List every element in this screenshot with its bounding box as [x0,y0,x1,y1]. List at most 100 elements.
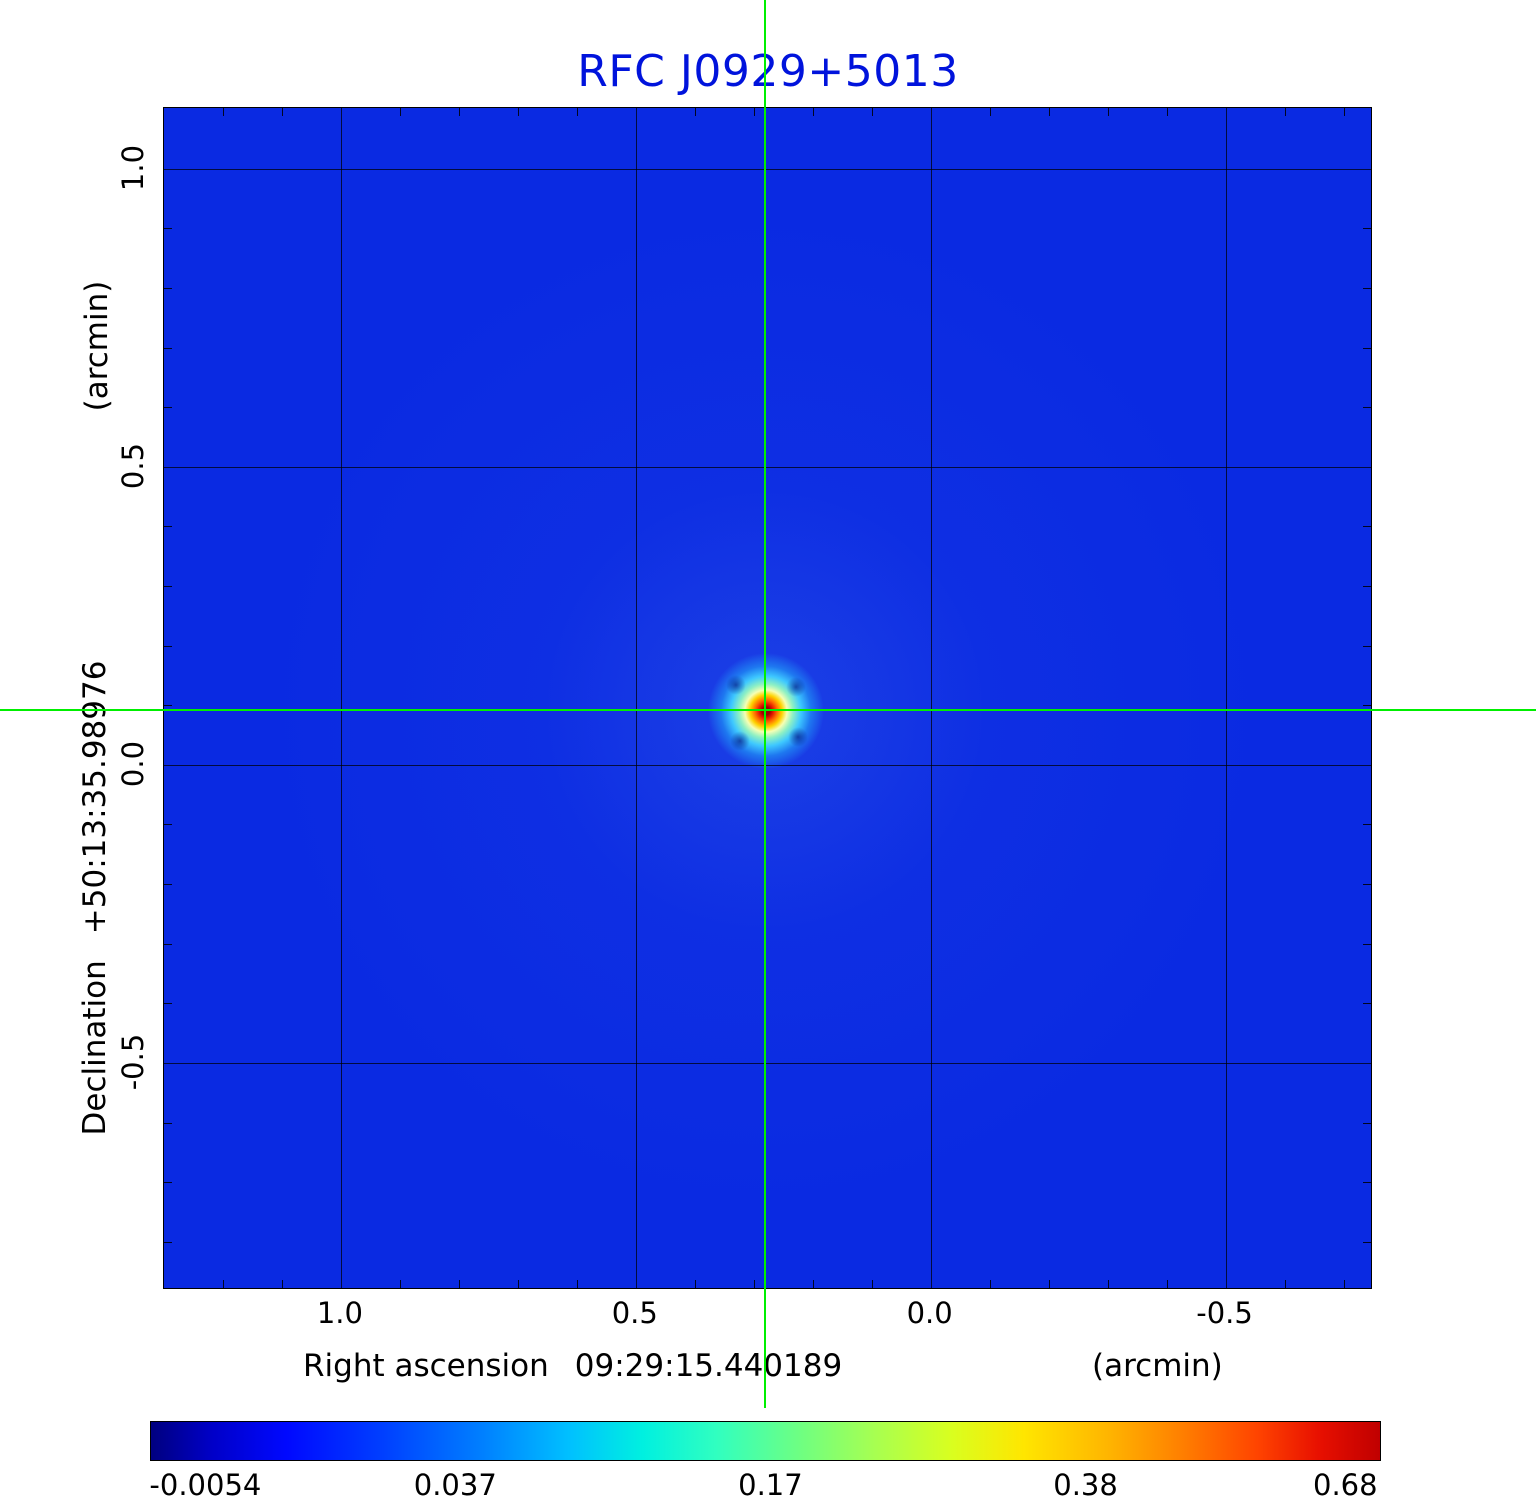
colorbar-tick-label: 0.17 [738,1468,803,1502]
minor-tick [1284,1280,1286,1288]
minor-tick [1363,884,1371,886]
x-axis-unit: (arcmin) [1092,1348,1223,1384]
x-tick-label: 0.0 [906,1296,953,1330]
minor-tick [1363,347,1371,349]
minor-tick [517,108,519,116]
minor-tick [576,108,578,116]
gridline-vertical [340,108,342,1288]
x-tick-label: -0.5 [1196,1296,1253,1330]
sidelobe-artifact [729,731,750,752]
minor-tick [989,108,991,116]
y-tick-label: 0.5 [116,442,150,489]
gridline-vertical [635,108,637,1288]
minor-tick [1107,108,1109,116]
gridline-horizontal [164,764,1371,766]
minor-tick [1048,108,1050,116]
minor-tick [1363,824,1371,826]
minor-tick [222,1280,224,1288]
y-axis-label: Declination +50:13:35.98976 [77,588,119,1208]
minor-tick [164,1241,172,1243]
minor-tick [871,108,873,116]
minor-tick [694,1280,696,1288]
gridline-vertical [1225,108,1227,1288]
minor-tick [1363,1241,1371,1243]
minor-tick [1343,1280,1345,1288]
x-tick-label: 1.0 [316,1296,363,1330]
y-axis-name: Declination [77,960,113,1136]
sidelobe-artifact [787,727,808,748]
minor-tick [1363,1003,1371,1005]
minor-tick [1363,1182,1371,1184]
minor-tick [1363,586,1371,588]
sidelobe-artifact [725,675,746,696]
minor-tick [458,1280,460,1288]
minor-tick [164,705,172,707]
minor-tick [871,1280,873,1288]
gridline-horizontal [164,168,1371,170]
minor-tick [753,1280,755,1288]
crosshair-horizontal-line [0,709,1536,712]
minor-tick [1363,288,1371,289]
minor-tick [812,108,814,116]
minor-tick [1363,526,1371,528]
minor-tick [812,1280,814,1288]
minor-tick [164,1182,172,1184]
minor-tick [1363,228,1371,230]
minor-tick [1284,108,1286,116]
crosshair-vertical-line [763,0,766,1408]
image-plot [163,107,1372,1289]
minor-tick [399,108,401,116]
minor-tick [1166,1280,1168,1288]
minor-tick [753,108,755,116]
minor-tick [164,645,172,647]
x-axis-name: Right ascension [303,1348,549,1384]
colorbar-tick-label: -0.0054 [149,1468,262,1502]
minor-tick [1363,407,1371,409]
minor-tick [164,288,172,289]
y-tick-label: 1.0 [116,144,150,191]
minor-tick [164,1003,172,1005]
minor-tick [164,407,172,409]
minor-tick [164,824,172,826]
sidelobe-artifact [785,677,806,698]
minor-tick [989,1280,991,1288]
y-tick-label: 0.0 [116,740,150,787]
gridline-horizontal [164,1062,1371,1064]
minor-tick [458,108,460,116]
colorbar [150,1421,1381,1461]
colorbar-tick-label: 0.037 [413,1468,497,1502]
gridline-horizontal [164,466,1371,468]
minor-tick [164,347,172,349]
minor-tick [399,1280,401,1288]
colorbar-tick-label: 0.38 [1053,1468,1118,1502]
minor-tick [164,228,172,230]
minor-tick [164,526,172,528]
minor-tick [1363,705,1371,707]
minor-tick [222,108,224,116]
minor-tick [1048,1280,1050,1288]
minor-tick [1363,943,1371,945]
minor-tick [281,1280,283,1288]
y-tick-label: -0.5 [116,1033,150,1091]
minor-tick [694,108,696,116]
minor-tick [576,1280,578,1288]
minor-tick [164,1122,172,1124]
minor-tick [1343,108,1345,116]
colorbar-tick-label: 0.68 [1313,1468,1378,1502]
minor-tick [164,586,172,588]
x-tick-label: 0.5 [611,1296,658,1330]
x-axis-center-value: 09:29:15.440189 [574,1348,843,1384]
minor-tick [517,1280,519,1288]
gridline-vertical [930,108,932,1288]
x-axis-label: Right ascension 09:29:15.440189 [303,1348,842,1384]
minor-tick [1363,645,1371,647]
minor-tick [281,108,283,116]
plot-title: RFC J0929+5013 [577,46,959,97]
minor-tick [1166,108,1168,116]
radio-source [703,649,828,774]
y-axis-center-value: +50:13:35.98976 [77,660,113,935]
minor-tick [1107,1280,1109,1288]
minor-tick [164,943,172,945]
minor-tick [1363,1122,1371,1124]
